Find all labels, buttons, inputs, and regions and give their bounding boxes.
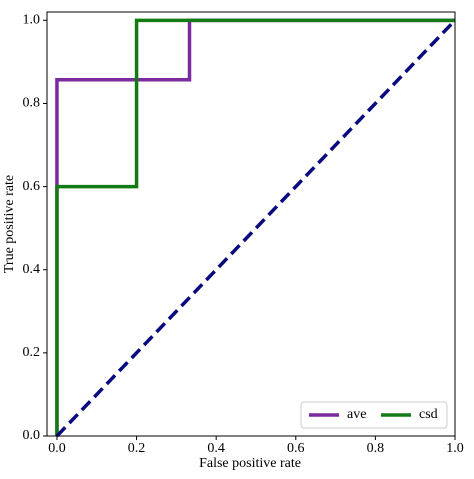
y-tick-label: 0.8 <box>23 96 41 111</box>
x-tick-label: 0.8 <box>367 441 385 456</box>
y-tick-label: 1.0 <box>23 13 41 28</box>
y-tick-label: 0.0 <box>23 428 41 443</box>
x-tick-label: 0.4 <box>207 441 225 456</box>
y-axis-label: True positive rate <box>2 175 17 273</box>
x-tick-label: 0.6 <box>287 441 305 456</box>
diagonal-line <box>55 19 457 438</box>
legend-label: csd <box>419 407 438 422</box>
legend-box <box>300 401 448 429</box>
y-tick-label: 0.2 <box>23 345 41 360</box>
y-tick-label: 0.6 <box>23 179 41 194</box>
y-tick-label: 0.4 <box>23 262 41 277</box>
x-tick-label: 0.2 <box>128 441 146 456</box>
x-tick-label: 0.0 <box>48 441 66 456</box>
legend-label: ave <box>347 407 366 422</box>
x-tick-label: 1.0 <box>446 441 464 456</box>
x-axis-label: False positive rate <box>199 456 301 471</box>
roc-line <box>55 18 455 436</box>
plot-frame <box>46 11 456 437</box>
